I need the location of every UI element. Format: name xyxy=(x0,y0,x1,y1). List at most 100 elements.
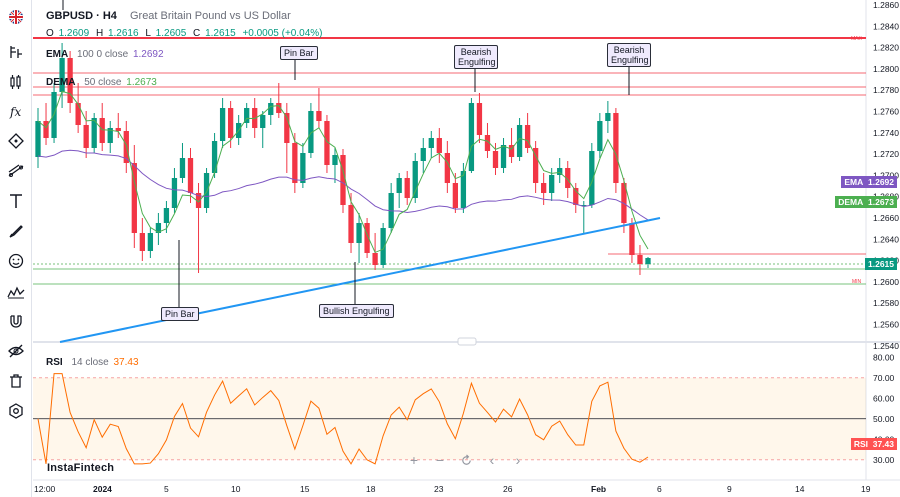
candle-body xyxy=(292,143,298,183)
pane-resize-handle xyxy=(457,337,477,346)
time-tick-label: 9 xyxy=(727,484,732,494)
brush-icon[interactable] xyxy=(4,219,28,243)
open-label: O xyxy=(46,28,54,39)
rsi-tag-value: 37.43 xyxy=(872,439,894,449)
price-tick-label: 1.2600 xyxy=(873,277,899,287)
candle-body xyxy=(549,175,555,193)
price-tick-label: 1.2700 xyxy=(873,170,899,180)
smiley-icon[interactable] xyxy=(4,249,28,273)
trash-icon[interactable] xyxy=(4,369,28,393)
time-tick-label: 5 xyxy=(164,484,169,494)
ema-tag-value: 1.2692 xyxy=(868,177,894,187)
price-tick-label: 1.2800 xyxy=(873,64,899,74)
bearish-engulfing-annotation-2[interactable]: Bearish Engulfing xyxy=(607,43,651,67)
fx-icon[interactable]: fx xyxy=(4,99,28,123)
price-tick-label: 1.2740 xyxy=(873,128,899,138)
high-label: H xyxy=(95,28,104,39)
candle-body xyxy=(589,151,595,205)
pin-bar-annotation-top[interactable]: Pin Bar xyxy=(280,46,318,60)
bullish-engulfing-annotation[interactable]: Bullish Engulfing xyxy=(319,304,394,318)
price-tick-label: 1.2660 xyxy=(873,213,899,223)
candle-body xyxy=(107,128,113,143)
text-icon[interactable] xyxy=(4,189,28,213)
candle-body xyxy=(163,208,170,223)
candle-body xyxy=(541,183,547,193)
candle-body xyxy=(436,138,442,153)
dema-legend[interactable]: DEMA 50 close 1.2673 xyxy=(46,77,159,88)
candle-body xyxy=(308,111,314,153)
rsi-value: 37.43 xyxy=(113,357,139,368)
magnet-icon[interactable] xyxy=(4,309,28,333)
candle-body xyxy=(605,113,611,121)
price-tick-label: 1.2580 xyxy=(873,298,899,308)
candle-body xyxy=(99,118,105,143)
candle-body xyxy=(372,253,378,265)
dema-line xyxy=(37,90,649,254)
bearish-engulfing-annotation-1[interactable]: Bearish Engulfing xyxy=(454,45,498,69)
ema-line xyxy=(37,149,649,221)
candle-body xyxy=(532,148,539,183)
candle-body xyxy=(524,125,531,148)
pattern-icon[interactable] xyxy=(4,280,28,304)
price-tick-label: 1.2780 xyxy=(873,85,899,95)
rsi-legend[interactable]: RSI 14 close 37.43 xyxy=(46,357,141,368)
candle-body xyxy=(139,233,145,251)
symbol-label[interactable]: GBPUSD · H4 xyxy=(46,10,117,22)
low-value: 1.2605 xyxy=(155,28,187,39)
rsi-tick-label: 50.00 xyxy=(873,414,895,424)
candle-body xyxy=(187,158,194,193)
candle-body xyxy=(219,108,226,141)
candle-body xyxy=(492,151,499,168)
candle-body xyxy=(260,115,266,128)
dema-params: 50 close xyxy=(84,77,122,88)
candle-body xyxy=(404,178,410,198)
settings-icon[interactable] xyxy=(4,399,28,423)
hide-icon[interactable] xyxy=(4,339,28,363)
zoom-out-icon[interactable]: − xyxy=(435,452,445,468)
candle-body xyxy=(476,103,483,135)
candle-body xyxy=(43,121,49,138)
open-value: 1.2609 xyxy=(58,28,90,39)
max-label: MAX xyxy=(851,36,863,42)
node-icon[interactable] xyxy=(4,129,28,153)
candle-body xyxy=(83,125,89,148)
candle-body xyxy=(484,135,491,151)
candle-body xyxy=(356,223,362,243)
candle-body xyxy=(59,58,65,92)
candle-body xyxy=(557,168,563,175)
watermark-logo: InstaFintech xyxy=(47,462,115,474)
candle-body xyxy=(332,155,338,165)
lines-icon[interactable] xyxy=(4,159,28,183)
candles-icon[interactable] xyxy=(4,70,28,94)
ema-value: 1.2692 xyxy=(132,49,164,60)
time-tick-label: 12:00 xyxy=(34,484,56,494)
left-toolbar: fx xyxy=(0,0,32,497)
ascending-trendline xyxy=(59,217,661,343)
candle-body xyxy=(340,155,346,205)
time-tick-label: 23 xyxy=(434,484,444,494)
time-tick-label: 19 xyxy=(861,484,871,494)
min-label: MIN xyxy=(852,279,862,285)
price-tick-label: 1.2820 xyxy=(873,43,899,53)
rsi-name: RSI xyxy=(46,357,63,368)
candle-body xyxy=(244,108,250,123)
reset-icon[interactable] xyxy=(456,450,476,470)
candle-body xyxy=(268,103,274,115)
zoom-in-icon[interactable]: + xyxy=(409,452,419,468)
scroll-right-icon[interactable]: › xyxy=(515,452,521,468)
candle-body xyxy=(420,148,426,161)
candle-body xyxy=(597,121,603,151)
rsi-line xyxy=(37,373,649,465)
candle-body xyxy=(508,145,515,157)
candle-body xyxy=(147,233,154,251)
pin-bar-annotation-bottom[interactable]: Pin Bar xyxy=(161,307,199,321)
dema-name: DEMA xyxy=(46,77,76,88)
candle-body xyxy=(171,178,178,208)
price-tick-label: 1.2560 xyxy=(873,320,899,330)
close-label: C xyxy=(193,28,201,39)
scroll-left-icon[interactable]: ‹ xyxy=(489,452,495,468)
ema-legend[interactable]: EMA 100 0 close 1.2692 xyxy=(46,49,166,60)
symbol-description: Great Britain Pound vs US Dollar xyxy=(129,10,291,22)
chart-type-icon[interactable] xyxy=(4,40,28,64)
